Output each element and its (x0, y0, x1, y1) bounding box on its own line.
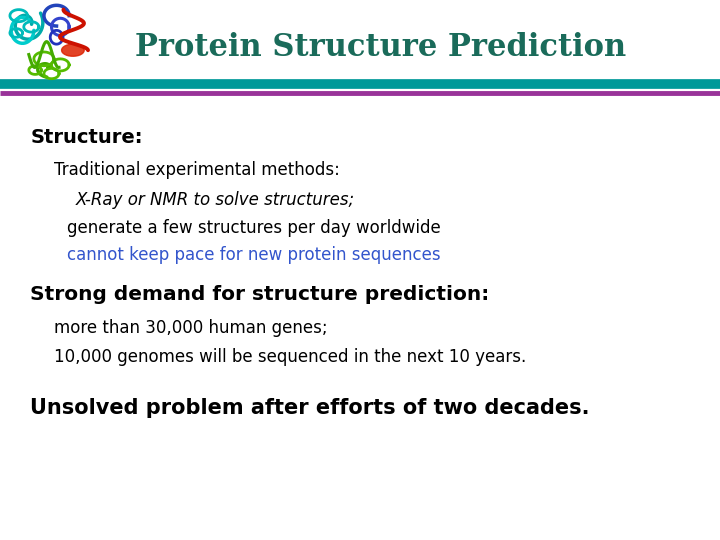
Text: Structure:: Structure: (30, 128, 143, 147)
Text: 10,000 genomes will be sequenced in the next 10 years.: 10,000 genomes will be sequenced in the … (54, 348, 526, 367)
Polygon shape (62, 44, 84, 56)
Text: Traditional experimental methods:: Traditional experimental methods: (54, 161, 340, 179)
Text: Strong demand for structure prediction:: Strong demand for structure prediction: (30, 285, 490, 304)
Text: Protein Structure Prediction: Protein Structure Prediction (135, 32, 626, 63)
Text: more than 30,000 human genes;: more than 30,000 human genes; (54, 319, 328, 337)
Text: generate a few structures per day worldwide: generate a few structures per day worldw… (67, 219, 441, 237)
Text: X-Ray or NMR to solve structures;: X-Ray or NMR to solve structures; (76, 191, 355, 209)
Text: cannot keep pace for new protein sequences: cannot keep pace for new protein sequenc… (67, 246, 441, 265)
Text: Unsolved problem after efforts of two decades.: Unsolved problem after efforts of two de… (30, 397, 590, 418)
